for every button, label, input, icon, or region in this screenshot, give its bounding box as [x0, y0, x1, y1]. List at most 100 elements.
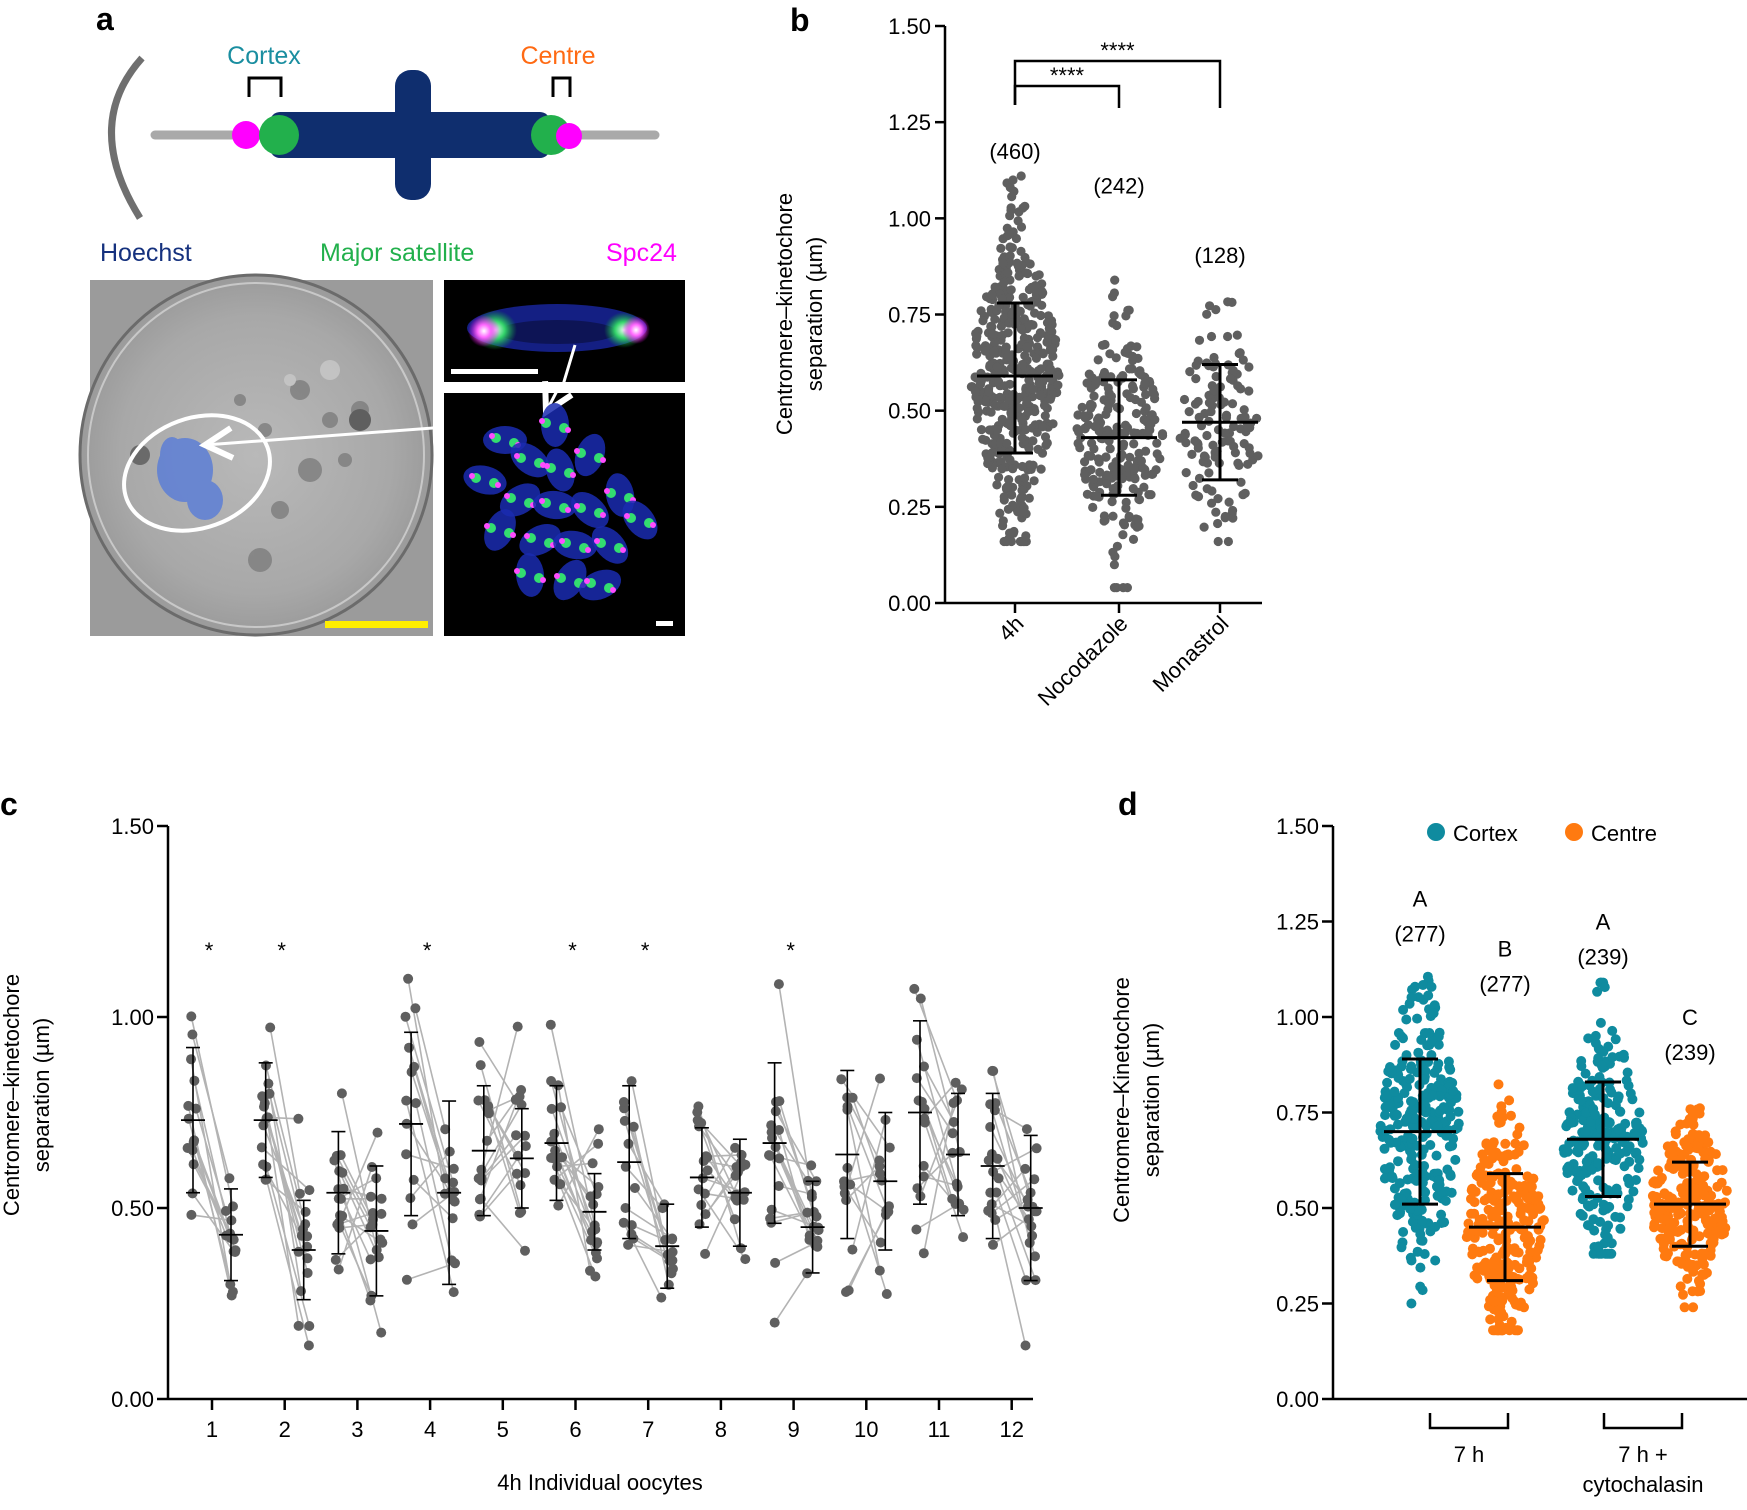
- data-point: [1420, 1187, 1431, 1198]
- spindle-fluorescence-image: [444, 385, 685, 636]
- pair-line: [846, 1106, 890, 1213]
- data-point: [1593, 1175, 1604, 1186]
- data-point: [972, 331, 982, 341]
- data-point: [1440, 1195, 1451, 1206]
- pair-line: [846, 1109, 881, 1271]
- data-point: [1590, 1038, 1601, 1049]
- data-point-cortex: [475, 1211, 485, 1222]
- data-point: [1453, 1106, 1464, 1117]
- data-point: [1110, 275, 1120, 285]
- data-point: [1686, 1234, 1697, 1245]
- data-point: [1006, 536, 1017, 547]
- data-point: [1150, 394, 1160, 404]
- chromosome-blob: [510, 442, 550, 478]
- significance-bracket: [1013, 84, 1121, 108]
- data-point: [1571, 1146, 1582, 1157]
- data-point-centre: [376, 1193, 387, 1204]
- data-point: [1080, 469, 1090, 480]
- chromosome-blob: [499, 483, 541, 517]
- data-point-cortex: [186, 1209, 197, 1220]
- data-point: [1699, 1190, 1710, 1201]
- data-point: [1208, 440, 1218, 450]
- data-point: [1475, 1162, 1486, 1173]
- group-letter: A: [1413, 887, 1428, 912]
- data-point: [1220, 511, 1230, 522]
- data-point-cortex: [774, 1096, 785, 1107]
- data-point: [1016, 222, 1027, 232]
- data-point: [1477, 1227, 1488, 1238]
- data-point: [1675, 1281, 1686, 1292]
- data-point: [1485, 1177, 1496, 1188]
- data-point: [1089, 391, 1099, 401]
- data-point-centre: [585, 1191, 596, 1202]
- data-point: [1118, 441, 1128, 451]
- data-point: [1224, 497, 1234, 507]
- y-tick-label: 1.25: [1276, 910, 1319, 935]
- data-point: [1138, 463, 1148, 473]
- data-point-centre: [808, 1207, 819, 1217]
- data-point: [1518, 1140, 1529, 1151]
- data-point: [1021, 425, 1031, 435]
- data-point-centre: [448, 1195, 459, 1206]
- data-point: [1634, 1107, 1645, 1118]
- data-point: [1228, 365, 1238, 375]
- data-point: [1211, 305, 1221, 315]
- data-point: [1510, 1247, 1521, 1257]
- data-point: [1623, 1080, 1634, 1091]
- data-point: [1522, 1253, 1533, 1264]
- data-point: [1202, 309, 1212, 319]
- significance-star: *: [641, 938, 650, 963]
- data-point-cortex: [334, 1222, 345, 1233]
- data-point: [1220, 428, 1230, 438]
- y-tick-label: 1.50: [1276, 814, 1319, 839]
- data-point-centre: [954, 1147, 965, 1157]
- data-point: [1393, 1028, 1404, 1038]
- data-point: [1095, 467, 1105, 477]
- data-point: [1024, 375, 1034, 385]
- data-point: [1672, 1227, 1683, 1237]
- data-point: [1155, 454, 1165, 464]
- data-point: [1500, 1138, 1511, 1149]
- data-point: [1392, 1119, 1403, 1130]
- panel-b: b 0.00 0.25 0.50 0.75 1.00 1.25 1.50 Centromere…: [772, 2, 1263, 711]
- data-point-centre: [730, 1142, 741, 1153]
- pair-line: [778, 983, 813, 1198]
- data-point: [1412, 1246, 1423, 1257]
- data-point: [1436, 1209, 1447, 1220]
- data-point: [1625, 1088, 1636, 1099]
- data-point: [1678, 1289, 1688, 1300]
- data-point-cortex: [913, 1095, 924, 1106]
- kinetochore-spot: [469, 473, 475, 479]
- chromosome-blob: [484, 509, 516, 551]
- data-point-centre: [590, 1247, 601, 1258]
- data-point: [1485, 1314, 1496, 1325]
- pair-line: [195, 1108, 227, 1212]
- panel-c: c 0.00 0.50 1.00 1.50 Centromere–kinetochore…: [0, 786, 1043, 1495]
- y-tick-label: 0.50: [111, 1196, 154, 1221]
- count-label: (128): [1194, 243, 1245, 268]
- x-tick-label: 12: [999, 1417, 1023, 1442]
- y-tick-label: 0.75: [888, 303, 931, 328]
- data-point: [1110, 552, 1120, 562]
- data-point: [1654, 1205, 1665, 1216]
- data-point: [998, 516, 1008, 526]
- data-point: [1194, 473, 1205, 483]
- kinetochore-spot: [570, 472, 576, 478]
- chromosome-inset-image: [444, 280, 685, 396]
- data-point-cortex: [618, 1097, 629, 1107]
- kinetochore-spot: [574, 503, 580, 509]
- data-point: [1026, 461, 1036, 471]
- data-point: [1590, 1109, 1600, 1120]
- data-point-cortex: [408, 1174, 419, 1185]
- data-point-centre: [304, 1321, 315, 1331]
- y-tick-label: 1.00: [1276, 1005, 1319, 1030]
- data-point-centre: [666, 1268, 677, 1279]
- data-point: [1017, 359, 1028, 370]
- data-point: [1493, 1189, 1504, 1200]
- data-point: [1407, 1150, 1418, 1161]
- data-point: [1430, 1255, 1441, 1266]
- data-point-cortex: [912, 1183, 923, 1194]
- data-point: [1136, 370, 1146, 380]
- data-point-centre: [302, 1253, 313, 1264]
- count-label: (460): [989, 139, 1040, 164]
